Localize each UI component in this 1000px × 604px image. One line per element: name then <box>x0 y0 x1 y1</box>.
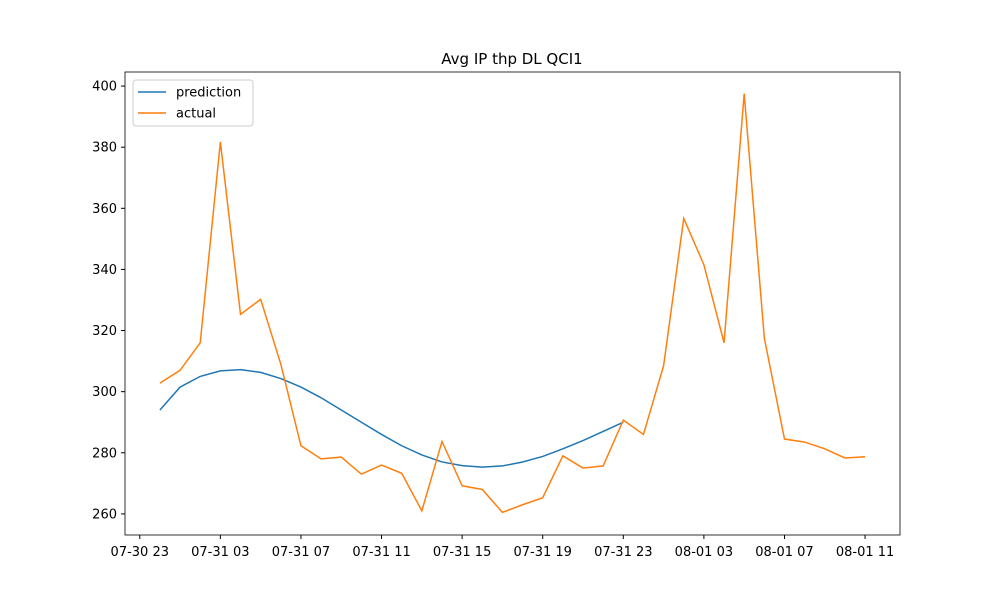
y-tick-label: 360 <box>92 202 117 217</box>
x-tick-label: 07-31 03 <box>191 545 249 560</box>
line <box>159 93 866 514</box>
y-tick-label: 400 <box>92 80 117 95</box>
x-tick-label: 07-31 23 <box>594 545 652 560</box>
plot-frame <box>124 71 901 536</box>
y-tick-label: 260 <box>92 507 117 522</box>
y-tick-label: 280 <box>92 446 117 461</box>
x-tick-label: 08-01 07 <box>755 545 813 560</box>
y-tick-label: 320 <box>92 324 117 339</box>
chart-title: Avg IP thp DL QCI1 <box>441 50 582 68</box>
legend-label: actual <box>176 107 216 122</box>
x-tick-label: 07-31 15 <box>433 545 491 560</box>
x-tick-label: 07-31 07 <box>272 545 330 560</box>
x-tick-label: 08-01 03 <box>675 545 733 560</box>
y-tick-label: 340 <box>92 263 117 278</box>
line <box>159 368 624 468</box>
x-tick-label: 07-30 23 <box>111 545 169 560</box>
y-tick-label: 300 <box>92 385 117 400</box>
x-tick-label: 07-31 11 <box>352 545 410 560</box>
y-tick-label: 380 <box>92 141 117 156</box>
legend-label: prediction <box>176 86 241 101</box>
x-tick-label: 07-31 19 <box>513 545 571 560</box>
x-tick-label: 08-01 11 <box>836 545 894 560</box>
